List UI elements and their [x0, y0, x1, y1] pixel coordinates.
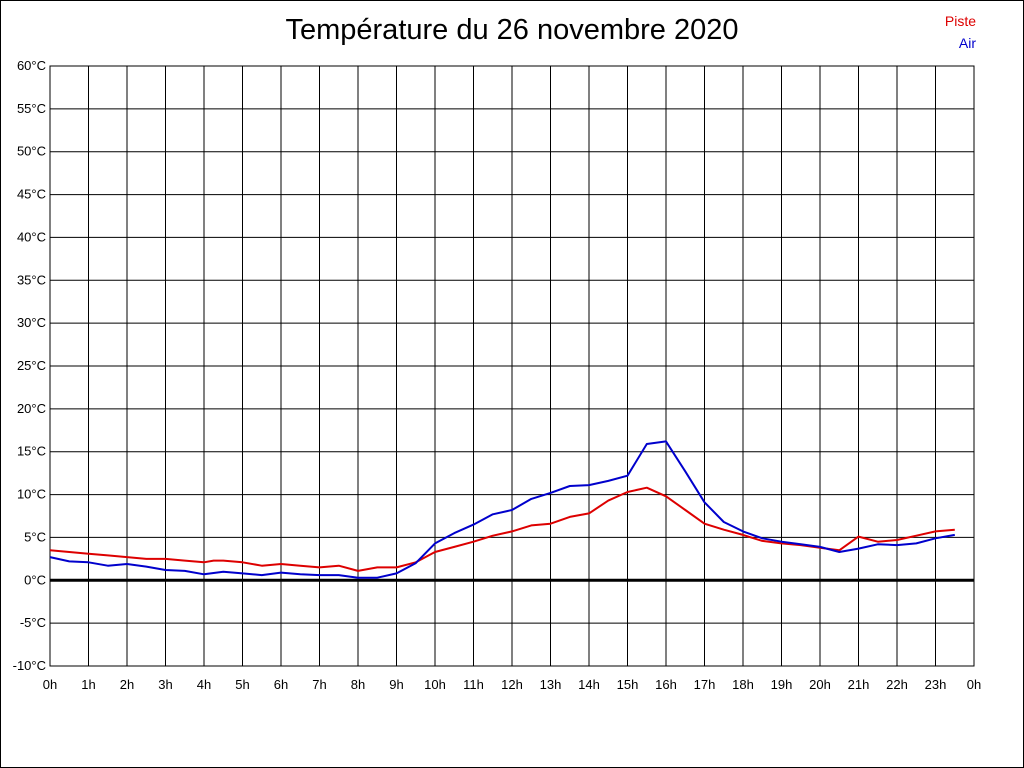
x-tick-label: 22h: [886, 677, 908, 692]
y-tick-label: 40°C: [17, 229, 46, 244]
x-tick-label: 10h: [424, 677, 446, 692]
y-tick-label: 25°C: [17, 358, 46, 373]
x-tick-label: 19h: [771, 677, 793, 692]
x-tick-label: 11h: [463, 677, 484, 692]
x-axis: 0h 1h 2h 3h 4h 5h 6h 7h 8h 9h 10h 11h 12h 13h 14h 15h 16…: [43, 677, 981, 692]
x-tick-label: 6h: [274, 677, 288, 692]
series-lines: [49, 440, 955, 579]
series-line-air: [49, 440, 955, 579]
y-tick-label: 10°C: [17, 487, 46, 502]
y-tick-label: 50°C: [17, 144, 46, 159]
x-tick-label: 9h: [389, 677, 403, 692]
y-tick-label: 0°C: [24, 572, 46, 587]
y-tick-label: -10°C: [13, 658, 46, 673]
x-tick-label: 23h: [925, 677, 947, 692]
x-tick-label: 20h: [809, 677, 831, 692]
x-tick-label: 21h: [848, 677, 870, 692]
y-tick-label: 15°C: [17, 444, 46, 459]
x-tick-label: 18h: [732, 677, 754, 692]
y-tick-label: 35°C: [17, 272, 46, 287]
x-tick-label: 16h: [655, 677, 677, 692]
x-tick-label: 8h: [351, 677, 365, 692]
x-tick-label: 3h: [158, 677, 172, 692]
legend-entry-piste: Piste: [944, 13, 976, 29]
y-tick-label: 55°C: [17, 101, 46, 116]
y-tick-label: 60°C: [17, 58, 46, 73]
x-tick-label: 5h: [235, 677, 249, 692]
y-tick-label: 5°C: [24, 529, 46, 544]
y-tick-label: -5°C: [20, 615, 46, 630]
chart-title: Température du 26 novembre 2020: [285, 14, 739, 46]
x-tick-label: 0h: [43, 677, 57, 692]
x-tick-label: 7h: [312, 677, 326, 692]
x-tick-label: 2h: [120, 677, 134, 692]
y-tick-label: 45°C: [17, 187, 46, 202]
x-tick-label: 4h: [197, 677, 211, 692]
x-tick-label: 1h: [81, 677, 95, 692]
y-axis: 60°C 55°C 50°C 45°C 40°C 35°C 30°C 25°C 20°C 15°C…: [13, 58, 46, 673]
x-tick-label: 13h: [540, 677, 562, 692]
x-tick-label: 0h: [967, 677, 981, 692]
x-tick-label: 17h: [694, 677, 716, 692]
legend-entry-air: Air: [958, 35, 976, 51]
x-tick-label: 15h: [617, 677, 639, 692]
grid: [49, 65, 975, 667]
y-tick-label: 20°C: [17, 401, 46, 416]
x-tick-label: 14h: [578, 677, 600, 692]
x-tick-label: 12h: [501, 677, 523, 692]
y-tick-label: 30°C: [17, 315, 46, 330]
